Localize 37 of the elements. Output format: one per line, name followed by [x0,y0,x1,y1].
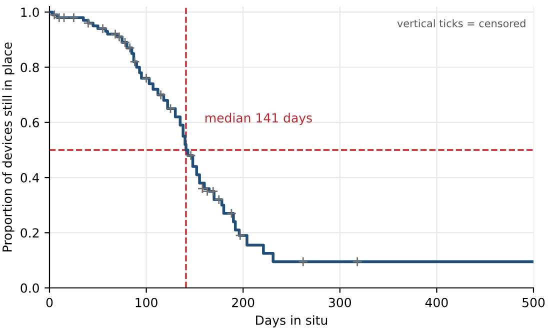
point [83,18,94,28]
point [124,42,135,54]
x-tick-label: 0 [46,298,53,308]
x-tick-label: 200 [232,298,254,308]
point [68,12,79,23]
point [58,12,70,23]
point [120,37,130,48]
point [352,256,362,267]
x-tick-label: 500 [522,298,545,308]
point [226,208,237,218]
point [98,24,108,34]
point [214,194,224,205]
x-tick-label: 100 [136,298,158,308]
point [208,186,218,196]
y-tick-label: 0.6 [20,118,39,128]
point [50,10,60,20]
x-tick-label: 300 [328,298,351,308]
point [298,256,308,267]
annotation: vertical ticks = censored [397,19,526,28]
point [197,184,208,194]
y-tick-label: 0.2 [20,228,39,238]
y-tick-label: 0.0 [20,283,39,293]
y-axis-title: Proportion of devices still in place [2,42,14,252]
point [186,150,196,161]
point [156,90,166,100]
point [114,32,124,42]
point [110,29,120,40]
point [130,56,140,67]
ref-line-label: median 141 days [206,112,312,126]
point [165,104,176,114]
y-tick-label: 1.0 [21,8,39,18]
x-axis-title: Days in situ [256,315,328,328]
y-tick-label: 0.8 [20,62,39,72]
x-tick-label: 400 [425,298,448,308]
y-tick-label: 0.4 [20,173,40,182]
point [141,73,152,84]
point [235,230,246,241]
